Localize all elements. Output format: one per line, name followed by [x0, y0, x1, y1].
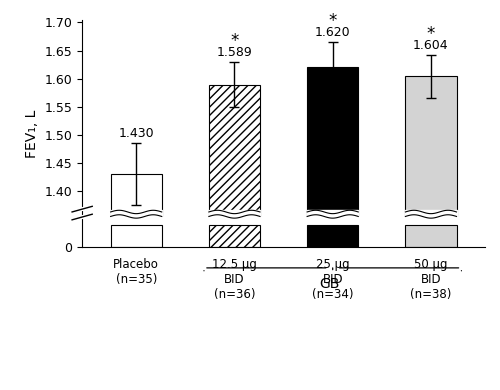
Text: 1.620: 1.620 — [315, 26, 350, 39]
Text: *: * — [427, 25, 435, 43]
Text: Placebo
(n=35): Placebo (n=35) — [114, 258, 159, 286]
Text: 1.430: 1.430 — [118, 127, 154, 140]
Bar — [307, 67, 358, 216]
Text: 1.604: 1.604 — [413, 39, 449, 52]
Text: *: * — [230, 32, 238, 50]
Text: 50 μg
BID
(n=38): 50 μg BID (n=38) — [410, 258, 452, 301]
Bar — [209, 225, 260, 247]
Bar — [406, 210, 456, 219]
Text: 1.589: 1.589 — [216, 46, 252, 59]
Text: 12.5 μg
BID
(n=36): 12.5 μg BID (n=36) — [212, 258, 257, 301]
Bar — [209, 85, 260, 216]
Text: *: * — [328, 12, 337, 30]
Bar — [307, 225, 358, 247]
Bar — [110, 225, 162, 247]
Bar — [110, 174, 162, 216]
Text: 25 μg
BID
(n=34): 25 μg BID (n=34) — [312, 258, 354, 301]
Bar — [406, 225, 456, 247]
Bar — [110, 210, 162, 219]
Bar — [406, 76, 456, 216]
Y-axis label: FEV₁, L: FEV₁, L — [25, 109, 39, 158]
Text: GB: GB — [320, 277, 340, 291]
Bar — [209, 210, 260, 219]
Bar — [307, 210, 358, 219]
